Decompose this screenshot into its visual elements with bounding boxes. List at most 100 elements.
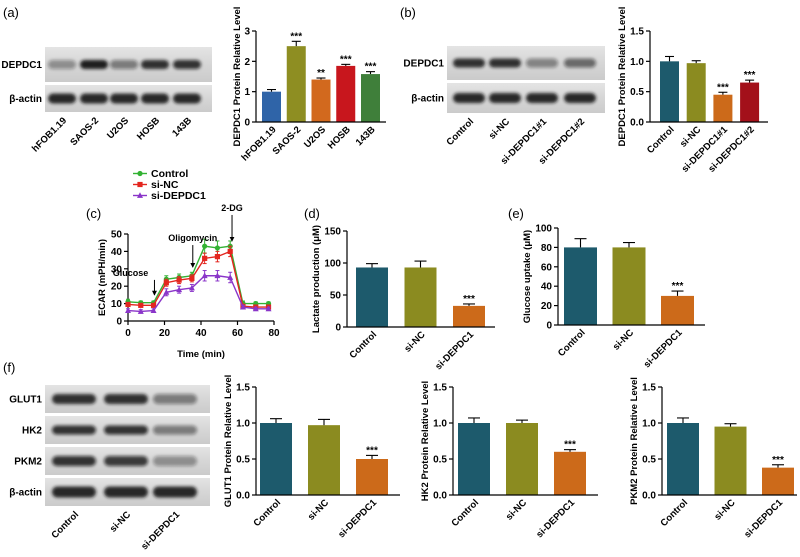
blot-row-label: β-actin [411,94,444,105]
blot-row-label: DEPDC1 [403,59,444,70]
y-tick-label: 0.5 [236,455,250,466]
legend-label: si-NC [151,179,179,191]
y-tick-label: 0.0 [433,491,447,502]
annotation-label: Oligomycin [168,233,217,243]
y-tick-label: 20 [111,282,123,293]
y-tick-label: 0.0 [236,491,250,502]
panel-label-a: (a) [3,5,19,20]
data-point [214,245,221,251]
blot-band [104,394,148,404]
x-tick-label: 80 [268,328,280,339]
blot-band [564,93,596,103]
data-point [202,243,208,249]
data-point [176,286,183,293]
bar [262,91,281,122]
y-axis-label: Glucose uptake (μM) [522,230,533,323]
blot-band [104,456,148,466]
data-point [252,305,259,312]
y-tick-label: 0.5 [642,455,656,466]
blot-band [453,58,485,68]
blot-band [453,93,485,103]
bar [661,295,694,325]
panel-label-b: (b) [400,5,416,20]
blot-band [52,486,96,498]
bar-chart: Control si-NC***si-DEPDC1020406080100Gluc… [522,224,705,370]
blot-band [110,60,138,69]
y-tick-label: 1.5 [236,383,250,394]
y-axis-label: DEPDC1 Protein Relative Level [232,7,243,147]
significance-label: *** [290,31,302,42]
y-tick-label: 0.5 [433,455,447,466]
y-axis-label: DEPDC1 Protein Relative Level [617,7,628,147]
y-tick-label: 1.5 [630,27,644,38]
blot-band [52,456,96,466]
annotation-label: Glucose [113,268,149,278]
y-tick-label: 60 [541,262,553,273]
significance-label: ** [317,68,325,79]
y-tick-label: 1.0 [642,419,656,430]
legend-label: Control [151,168,188,180]
blot-band [104,425,148,435]
bar [260,423,292,495]
bar [506,423,538,495]
y-tick-label: 30 [111,264,123,275]
blot-band [141,60,169,69]
legend-entry: si-DEPDC1 [133,190,206,202]
bar [336,65,356,122]
bar [453,305,485,327]
bar [762,467,794,495]
blot-band [153,425,197,435]
blot-band [173,60,201,69]
data-point [137,181,143,188]
x-tick-label: 0 [125,328,131,339]
blot-band [489,93,521,103]
blot-band [48,60,76,69]
x-tick-label: 60 [232,328,244,339]
bar [356,267,388,327]
significance-label: *** [340,54,352,65]
y-tick-label: 100 [535,224,552,235]
y-tick-label: 150 [324,227,341,238]
y-tick-label: 0.5 [630,87,644,98]
panel-label-d: (d) [304,206,320,221]
bar [660,61,679,122]
significance-label: *** [672,281,684,292]
y-tick-label: 80 [541,243,553,254]
data-point [214,254,221,260]
y-tick-label: 50 [111,230,123,241]
bar [667,423,699,495]
bar [554,451,586,495]
x-tick-label: 20 [159,328,171,339]
y-tick-label: 0 [546,321,552,332]
blot-band [80,60,108,69]
y-axis-label: GLUT1 Protein Relative Level [223,375,234,508]
panel-label-f: (f) [3,360,15,375]
blot-band [173,93,201,104]
blot-band [110,93,138,104]
blot-row-label: PKM2 [14,457,42,468]
y-tick-label: 20 [541,301,553,312]
data-point [189,275,195,281]
data-point [150,307,157,313]
y-tick-label: 50 [330,291,342,302]
y-tick-label: 2 [244,57,250,68]
y-tick-label: 3 [244,27,250,38]
bar [713,94,733,122]
blot-band [153,456,197,466]
significance-label: *** [717,82,729,93]
data-point [214,272,221,279]
data-point [176,277,182,283]
bar [714,426,747,495]
significance-label: *** [366,445,378,456]
annotation-label: 2-DG [221,203,243,213]
data-point [227,274,234,280]
y-tick-label: 10 [111,299,123,310]
y-axis-label: Lactate production (μM) [311,225,322,333]
blot-row-label: HK2 [22,426,42,437]
data-point [265,305,272,312]
blot-row-label: DEPDC1 [1,60,42,71]
y-tick-label: 100 [324,259,341,270]
y-tick-label: 1.0 [433,419,447,430]
bar [311,79,331,122]
